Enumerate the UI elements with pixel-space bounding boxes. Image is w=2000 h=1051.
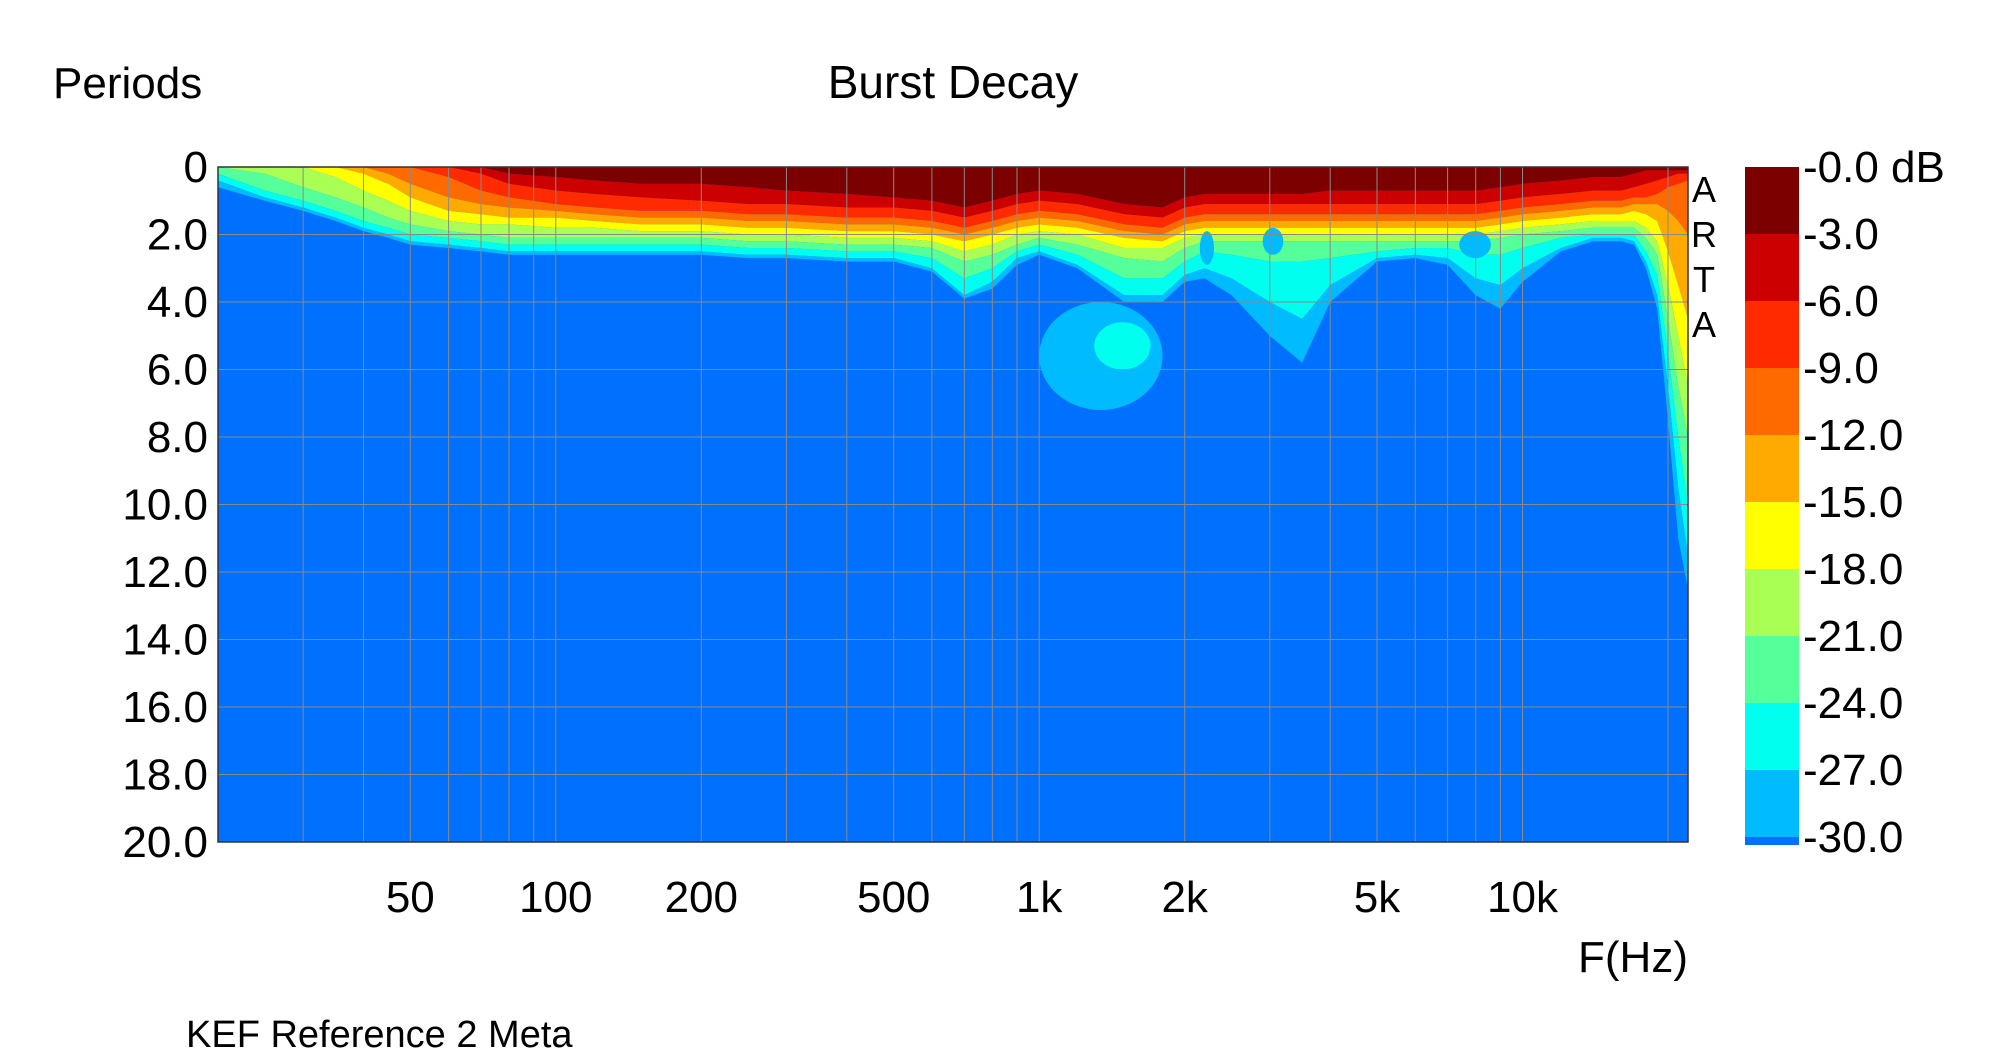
colorbar: -0.0 dB -3.0 -6.0 -9.0 -12.0 -15.0 -18.0 -21.0 -…	[1745, 143, 1945, 862]
y-tick-label: 20.0	[122, 818, 208, 867]
y-tick-label: 10.0	[122, 481, 208, 530]
x-tick-label: 200	[665, 873, 738, 922]
colorbar-label: -21.0	[1803, 612, 1903, 661]
y-tick-label: 16.0	[122, 683, 208, 732]
colorbar-swatch	[1745, 234, 1799, 301]
y-axis-label: Periods	[53, 59, 202, 108]
plot-area	[218, 167, 1688, 842]
decay-band	[218, 167, 1688, 228]
decay-band	[218, 173, 1688, 556]
decay-band	[218, 167, 1688, 387]
y-tick-label: 8.0	[147, 413, 208, 462]
colorbar-label: -6.0	[1803, 277, 1879, 326]
colorbar-swatch	[1745, 636, 1799, 703]
colorbar-label: -30.0	[1803, 813, 1903, 862]
x-axis-label: F(Hz)	[1578, 933, 1688, 982]
x-tick-label: 10k	[1487, 873, 1559, 922]
x-tick-label: 50	[386, 873, 435, 922]
colorbar-label: -3.0	[1803, 210, 1879, 259]
x-tick-label: 500	[857, 873, 930, 922]
colorbar-swatch	[1745, 435, 1799, 502]
colorbar-swatch	[1745, 502, 1799, 569]
colorbar-swatch	[1745, 770, 1799, 837]
colorbar-swatch	[1745, 167, 1799, 234]
y-tick-label: 6.0	[147, 346, 208, 395]
grid-lines	[218, 167, 1688, 842]
decay-band	[218, 167, 1688, 208]
x-tick-label: 100	[519, 873, 592, 922]
colorbar-swatch	[1745, 569, 1799, 636]
decay-island	[1262, 227, 1284, 255]
chart-caption: KEF Reference 2 Meta	[186, 1014, 573, 1051]
decay-island	[1199, 231, 1214, 265]
y-tick-label: 12.0	[122, 548, 208, 597]
x-tick-label: 2k	[1161, 873, 1208, 922]
decay-island	[1459, 231, 1491, 259]
colorbar-swatch	[1745, 301, 1799, 368]
y-tick-label: 4.0	[147, 278, 208, 327]
x-tick-label: 5k	[1354, 873, 1401, 922]
colorbar-label: -0.0 dB	[1803, 143, 1945, 192]
colorbar-label: -18.0	[1803, 545, 1903, 594]
y-axis-ticks: 0 2.0 4.0 6.0 8.0 10.0 12.0 14.0 16.0 18.0 20.0	[122, 143, 208, 867]
chart-title: Burst Decay	[828, 56, 1079, 108]
colorbar-swatch	[1745, 703, 1799, 770]
decay-band	[218, 167, 1688, 505]
x-tick-label: 1k	[1016, 873, 1063, 922]
y-tick-label: 2.0	[147, 211, 208, 260]
colorbar-swatch	[1745, 837, 1799, 845]
colorbar-label: -27.0	[1803, 746, 1903, 795]
y-tick-label: 0	[184, 143, 208, 192]
colorbar-label: -24.0	[1803, 679, 1903, 728]
decay-band	[218, 167, 1688, 218]
decay-band	[218, 167, 1688, 235]
y-tick-label: 14.0	[122, 616, 208, 665]
y-tick-label: 18.0	[122, 751, 208, 800]
colorbar-label: -15.0	[1803, 478, 1903, 527]
colorbar-label: -12.0	[1803, 411, 1903, 460]
decay-island	[1094, 322, 1151, 370]
plot-frame	[217, 166, 1689, 843]
x-axis-ticks: 50 100 200 500 1k 2k 5k 10k	[386, 873, 1559, 922]
colorbar-label: -9.0	[1803, 344, 1879, 393]
colorbar-swatch	[1745, 368, 1799, 435]
